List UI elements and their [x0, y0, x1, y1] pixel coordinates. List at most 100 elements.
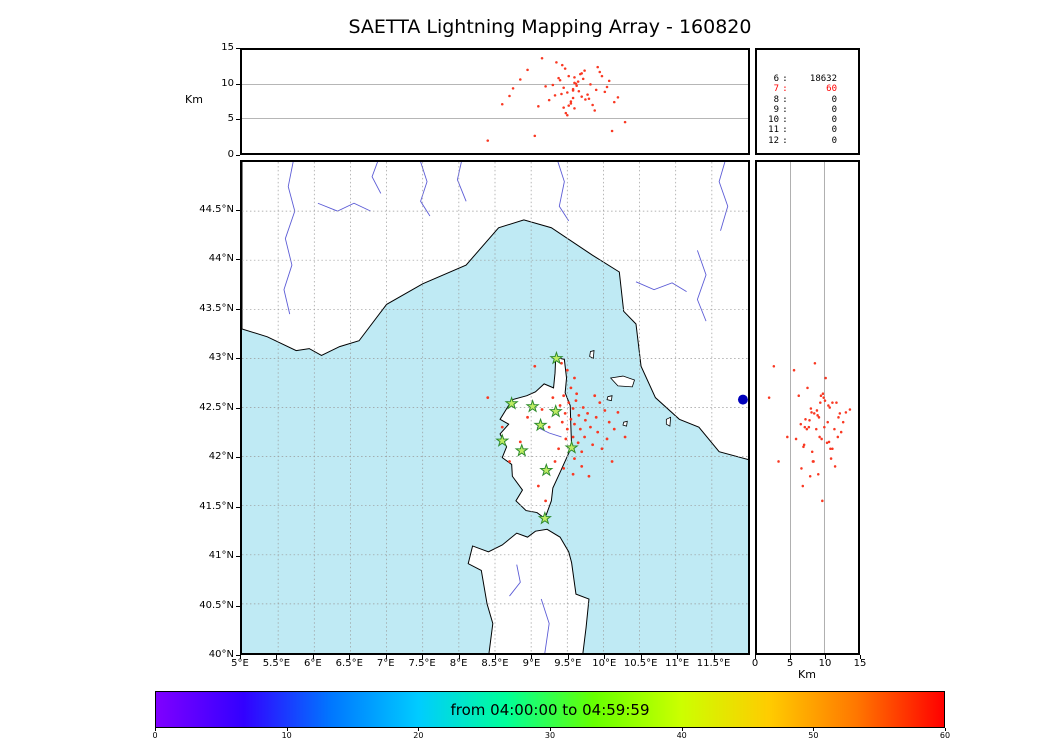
lightning-source-dot — [536, 484, 540, 488]
lightning-source-dot — [816, 414, 819, 417]
altitude-vs-latitude-panel — [755, 160, 860, 655]
river-line — [456, 162, 467, 202]
lat-tick-mark — [236, 358, 240, 359]
lightning-source-dot — [805, 427, 809, 431]
lightning-source-dot — [802, 443, 806, 447]
lon-tick-mark — [531, 655, 533, 659]
lightning-source-dot — [819, 394, 823, 397]
lightning-source-dot — [563, 67, 567, 70]
lon-tick-label: 11°E — [665, 658, 690, 669]
lon-tick-label: 10.5°E — [623, 658, 658, 669]
colorbar-tick-mark — [550, 728, 551, 731]
lon-tick-mark — [458, 655, 460, 659]
lon-tick-label: 10°E — [592, 658, 617, 669]
lon-tick-mark — [567, 655, 569, 659]
lightning-source-dot — [571, 435, 575, 439]
lightning-source-dot — [824, 376, 827, 380]
lightning-source-dot — [587, 97, 591, 100]
lightning-source-dot — [500, 103, 504, 106]
lightning-source-dot — [577, 413, 581, 417]
lon-tick-mark — [604, 655, 606, 659]
lightning-source-dot — [594, 415, 598, 419]
station-count-colon: : — [782, 115, 788, 126]
lon-tick-label: 5.5°E — [262, 658, 291, 669]
lightning-source-dot — [581, 77, 585, 81]
station-count-key: 11 — [768, 125, 779, 136]
lma-station-star — [495, 433, 510, 447]
alt-xtick-mark — [860, 655, 861, 659]
lma-station-star — [504, 396, 519, 410]
lightning-source-dot — [557, 76, 560, 80]
lightning-source-dot — [562, 394, 566, 398]
alt-xtick-mark — [825, 655, 826, 659]
lightning-source-dot — [833, 465, 837, 468]
station-count-value: 0 — [831, 104, 837, 115]
lightning-source-dot — [616, 96, 620, 99]
lightning-source-dot — [553, 94, 557, 97]
lightning-source-dot — [610, 129, 614, 133]
colorbar-tick-label: 0 — [152, 731, 158, 740]
lat-tick-label: 42.5°N — [199, 401, 234, 413]
station-count-key: 12 — [768, 135, 779, 146]
lightning-source-dot — [817, 472, 820, 476]
lightning-source-dot — [560, 92, 563, 96]
lightning-source-dot — [828, 406, 831, 409]
lightning-source-dot — [533, 134, 537, 138]
alt-ytick-label: 5 — [227, 113, 234, 125]
lightning-source-dot — [533, 364, 537, 368]
island-coastline — [589, 350, 595, 360]
lightning-source-dot — [567, 104, 571, 107]
lat-tick-mark — [236, 655, 240, 656]
lightning-source-dot — [574, 399, 578, 403]
station-count-row: 10: 0 — [757, 115, 858, 125]
colorbar-tick-label: 50 — [808, 731, 819, 740]
altitude-vs-longitude-panel — [240, 48, 750, 155]
lightning-source-dot — [583, 435, 586, 439]
alt-xtick-label: 15 — [853, 658, 867, 669]
lon-tick-label: 6.5°E — [335, 658, 363, 669]
lat-tick-mark — [236, 457, 240, 458]
lightning-source-dot — [547, 98, 551, 102]
lightning-source-dot — [571, 96, 575, 100]
island-coastline — [606, 395, 613, 402]
lightning-source-dot — [553, 460, 557, 463]
lightning-source-dot — [576, 80, 580, 83]
station-count-value: 0 — [831, 125, 837, 136]
lat-tick-mark — [236, 556, 240, 557]
lightning-source-dot — [580, 450, 584, 454]
lightning-source-dot — [772, 364, 776, 368]
lightning-source-dot — [610, 460, 614, 463]
river-line — [540, 598, 550, 653]
lightning-source-dot — [822, 396, 825, 399]
station-count-key: 7 — [773, 84, 779, 95]
lightning-source-dot — [544, 499, 547, 503]
lightning-source-dot — [563, 411, 567, 415]
lightning-source-dot — [821, 392, 825, 396]
lightning-source-dot — [807, 425, 811, 429]
lightning-source-dot — [508, 460, 511, 463]
colorbar-tick-mark — [681, 728, 683, 731]
alt-ytick-label: 0 — [227, 149, 234, 160]
station-count-key: 8 — [773, 94, 779, 105]
lightning-source-dot — [802, 445, 805, 449]
lightning-source-dot — [571, 407, 575, 410]
lightning-source-dot — [560, 63, 564, 67]
lightning-source-dot — [813, 361, 817, 365]
lightning-source-dot — [607, 79, 611, 83]
lightning-source-dot — [575, 392, 579, 396]
colorbar-tick-mark — [155, 728, 156, 731]
lat-tick-label: 44.5°N — [199, 203, 234, 215]
lon-tick-mark — [349, 655, 351, 659]
lon-tick-label: 9.5°E — [554, 658, 582, 669]
lightning-source-dot — [569, 417, 573, 421]
lightning-source-dot — [819, 401, 822, 404]
colorbar-tick-label: 10 — [281, 731, 292, 740]
station-count-value: 0 — [831, 135, 837, 146]
lightning-source-dot — [811, 460, 815, 463]
lat-tick-label: 41°N — [208, 550, 234, 561]
station-count-colon: : — [782, 74, 788, 84]
lightning-source-dot — [508, 94, 511, 98]
lightning-source-dot — [841, 420, 845, 424]
lma-station-star — [549, 350, 564, 365]
lightning-source-dot — [586, 93, 589, 96]
